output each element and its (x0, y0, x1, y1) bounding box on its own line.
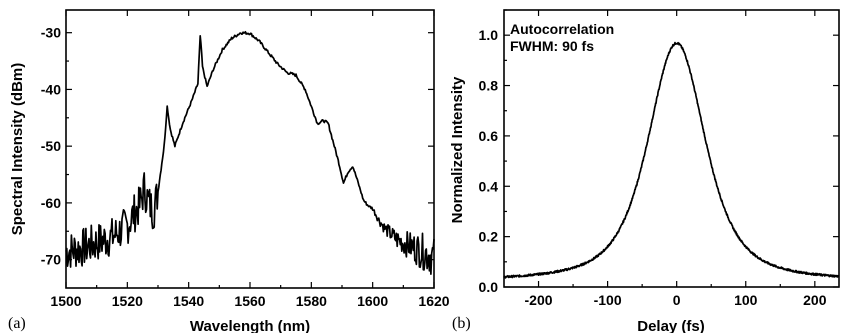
x-tick-label-b: 0 (673, 292, 681, 308)
y-axis-label-a: Spectral Intensity (dBm) (9, 63, 26, 236)
y-axis-label-b: Normalized Intensity (449, 76, 466, 223)
y-tick-label-a: -30 (41, 25, 61, 41)
y-tick-label-a: -60 (41, 195, 61, 211)
autocorrelation-panel: -200 -100 0 100 200 0.0 0.2 0.4 0.6 0.8 1.0 Autoco… (449, 9, 840, 333)
y-tick-label-b: 0.2 (479, 229, 499, 245)
x-axis-label-b: Delay (fs) (637, 318, 705, 333)
panel-label-b: (b) (452, 315, 471, 332)
x-axis-label-a: Wavelength (nm) (190, 318, 310, 333)
x-tick-label-a: 1540 (173, 293, 204, 309)
x-tick-label-b: -200 (525, 292, 553, 308)
y-tick-label-a: -50 (41, 138, 61, 154)
x-tick-label-a: 1580 (296, 293, 327, 309)
x-tick-label-a: 1520 (112, 293, 143, 309)
x-tick-label-a: 1560 (234, 293, 265, 309)
y-tick-label-b: 0.4 (479, 178, 499, 194)
plot-frame-a (65, 9, 435, 289)
spectrum-curve (65, 30, 435, 275)
y-tick-label-b: 0.6 (479, 128, 499, 144)
x-tick-label-b: -100 (594, 292, 622, 308)
y-tick-label-a: -70 (41, 252, 61, 268)
spectrum-panel: 1500 1520 1540 1560 1580 1600 1620 -70 -60 -50 -40… (8, 9, 450, 333)
x-tick-label-b: 200 (803, 292, 827, 308)
plot-frame-b (503, 9, 840, 288)
autocorrelation-curve (503, 41, 840, 279)
x-tick-label-a: 1620 (418, 293, 449, 309)
x-tick-label-a: 1500 (50, 293, 81, 309)
y-tick-label-a: -40 (41, 81, 61, 97)
x-tick-label-a: 1600 (357, 293, 388, 309)
annotation-fwhm: FWHM: 90 fs (510, 38, 594, 54)
y-tick-label-b: 0.0 (479, 279, 499, 295)
y-tick-label-b: 0.8 (479, 78, 499, 94)
annotation-title: Autocorrelation (510, 21, 614, 37)
ticks-b: -200 -100 0 100 200 0.0 0.2 0.4 0.6 0.8 1.0 (479, 9, 839, 308)
x-tick-label-b: 100 (734, 292, 758, 308)
ticks-a: 1500 1520 1540 1560 1580 1600 1620 -70 -60 -50 -40… (41, 10, 450, 309)
panel-label-a: (a) (8, 315, 26, 332)
y-tick-label-b: 1.0 (479, 27, 499, 43)
